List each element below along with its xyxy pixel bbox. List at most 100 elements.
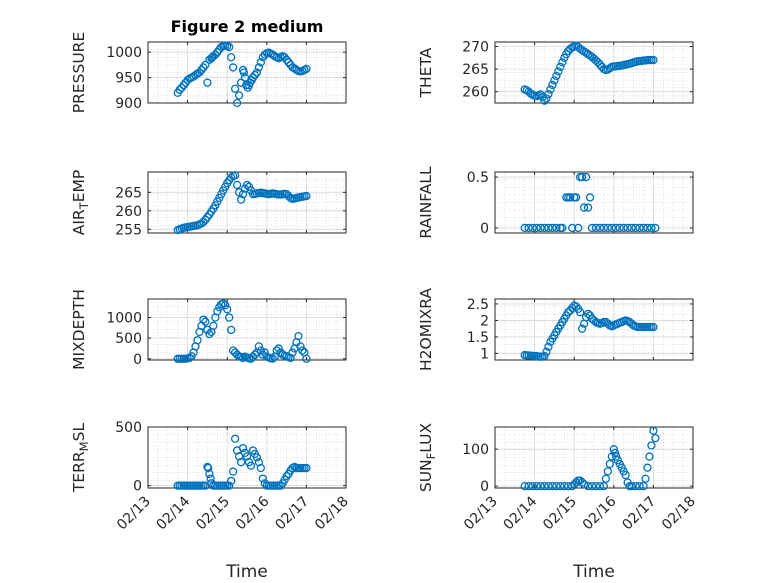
data-point xyxy=(558,58,567,67)
data-point xyxy=(177,83,186,92)
y-tick-label: 0.5 xyxy=(467,170,489,186)
axes-box xyxy=(494,171,694,234)
data-point xyxy=(179,81,188,90)
y-axis-label: MIXDEPTH xyxy=(70,289,88,370)
data-point xyxy=(639,223,648,233)
data-point xyxy=(232,180,242,190)
y-axis-label: AIRTEMP xyxy=(70,170,91,236)
y-tick-label: 255 xyxy=(115,222,142,238)
data-point xyxy=(605,459,614,469)
data-point xyxy=(556,62,565,72)
data-point xyxy=(554,67,563,76)
y-tick-label: 1000 xyxy=(106,311,142,327)
data-point xyxy=(627,223,636,233)
data-point xyxy=(211,50,220,59)
data-point xyxy=(552,223,561,233)
data-point xyxy=(524,482,533,491)
data-point xyxy=(256,58,266,67)
data-point xyxy=(197,65,206,75)
axes-box xyxy=(494,426,694,489)
data-point xyxy=(201,60,210,70)
data-point xyxy=(591,482,601,491)
y-tick-label: 265 xyxy=(115,185,142,201)
data-point xyxy=(236,195,246,204)
data-point xyxy=(205,469,214,479)
data-point xyxy=(272,346,281,355)
data-point xyxy=(566,193,575,202)
data-point xyxy=(205,329,214,339)
data-point xyxy=(284,58,293,67)
data-point xyxy=(540,96,549,105)
subplot-air-temp: 255 260 265 AIRTEMP xyxy=(70,170,347,238)
data-point xyxy=(544,342,553,351)
data-point xyxy=(276,481,285,490)
y-tick-label: 2.5 xyxy=(467,297,489,313)
data-point xyxy=(203,78,212,87)
data-point xyxy=(302,463,311,473)
data-point xyxy=(552,482,561,491)
data-point xyxy=(560,482,569,491)
data-point xyxy=(587,482,597,491)
data-point xyxy=(252,453,262,462)
subplot-mixdepth: 0 500 1000 MIXDEPTH xyxy=(70,289,347,370)
data-point xyxy=(579,203,589,212)
data-point xyxy=(213,48,222,57)
subplot-pressure: 900 950 1000 PRESSURE Figure 2 medium xyxy=(70,17,347,113)
data-point xyxy=(185,353,194,363)
data-point xyxy=(631,482,640,491)
data-point xyxy=(288,348,297,357)
data-point xyxy=(199,63,208,72)
data-point xyxy=(238,190,248,199)
data-point xyxy=(603,223,613,233)
data-point xyxy=(238,353,248,363)
data-point xyxy=(599,482,609,491)
y-tick-label: 2 xyxy=(480,313,489,329)
y-axis-label: SUNFLUX xyxy=(417,423,438,493)
data-point xyxy=(542,347,551,356)
data-point xyxy=(282,55,291,64)
data-point xyxy=(574,223,583,233)
figure-title: Figure 2 medium xyxy=(171,17,324,36)
y-tick-label: 1 xyxy=(480,346,489,362)
data-point xyxy=(572,478,581,487)
data-point xyxy=(227,53,236,62)
axes-box xyxy=(494,41,694,104)
y-tick-label: 500 xyxy=(115,331,142,347)
data-point xyxy=(260,348,269,357)
data-point xyxy=(213,307,222,316)
data-point xyxy=(248,73,258,82)
axes-box xyxy=(147,41,347,104)
y-tick-label: 270 xyxy=(462,40,489,56)
data-point xyxy=(575,308,585,317)
data-point xyxy=(615,223,624,233)
x-axis-label: Time xyxy=(572,562,615,582)
y-tick-label: 0 xyxy=(480,479,489,495)
axes-box xyxy=(494,298,694,361)
data-point xyxy=(544,89,553,99)
data-point xyxy=(302,64,311,74)
data-point xyxy=(238,443,248,453)
y-axis-label: TERRMSL xyxy=(70,423,91,494)
subplot-h2omixra: 11.522.5 H2OMIXRA xyxy=(417,288,694,371)
data-point xyxy=(556,482,565,491)
data-point xyxy=(242,180,252,190)
data-point xyxy=(228,63,238,72)
data-point xyxy=(540,482,549,491)
data-point xyxy=(546,85,555,94)
data-point xyxy=(520,482,529,491)
data-point xyxy=(585,193,595,202)
data-point xyxy=(544,482,553,491)
data-point xyxy=(225,42,234,52)
data-point xyxy=(199,217,208,227)
data-point xyxy=(252,68,262,77)
y-axis-label: H2OMIXRA xyxy=(417,288,435,371)
data-point xyxy=(542,94,551,103)
axes-box xyxy=(147,426,347,489)
x-axis-label: Time xyxy=(225,562,268,582)
data-point xyxy=(601,474,611,483)
data-point xyxy=(577,478,587,487)
data-point xyxy=(627,482,636,491)
data-point xyxy=(250,70,260,80)
data-point xyxy=(583,482,593,491)
